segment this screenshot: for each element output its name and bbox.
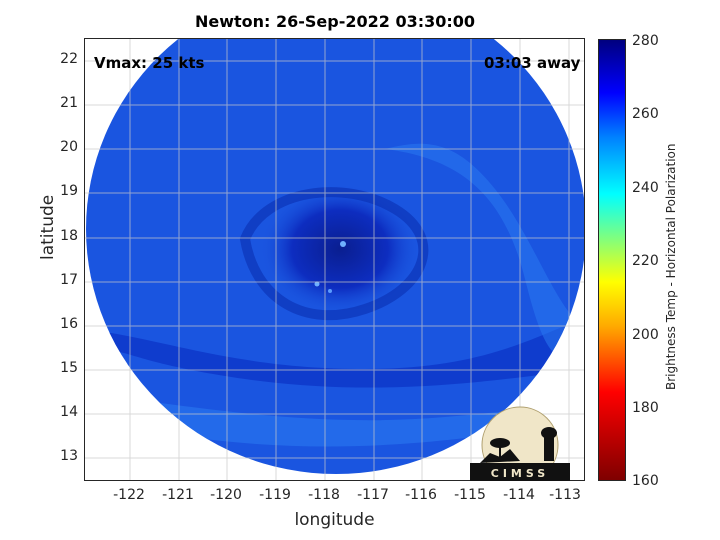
x-tick-label: -113 [549,487,581,503]
y-tick-label: 14 [60,404,78,420]
colorbar [598,39,626,481]
convection-spot [328,289,332,293]
light-band-south [86,389,584,447]
y-tick-label: 16 [60,316,78,332]
cimss-logo: CIMSS [470,405,570,484]
light-band-east [385,143,584,369]
colorbar-tick-label: 260 [632,106,659,122]
x-tick-label: -119 [259,487,291,503]
chart-title: Newton: 26-Sep-2022 03:30:00 [194,12,476,31]
x-tick-label: -115 [454,487,486,503]
y-tick-label: 15 [60,360,78,376]
x-tick-label: -116 [405,487,437,503]
x-tick-label: -120 [210,487,242,503]
y-tick-label: 13 [60,448,78,464]
colorbar-tick-label: 280 [632,33,659,49]
grid-lines [85,39,584,480]
time-away-label: 03:03 away [484,54,581,72]
x-tick-label: -122 [113,487,145,503]
colorbar-tick-label: 200 [632,327,659,343]
x-tick-label: -117 [357,487,389,503]
plot-area [84,38,585,481]
convection-spot [314,281,320,287]
y-tick-label: 17 [60,272,78,288]
vmax-label: Vmax: 25 kts [94,54,205,72]
x-tick-label: -118 [308,487,340,503]
colorbar-tick-label: 160 [632,473,659,489]
y-tick-label: 21 [60,95,78,111]
y-tick-label: 18 [60,228,78,244]
colorbar-tick-label: 220 [632,253,659,269]
colorbar-tick-label: 180 [632,400,659,416]
colorbar-label: Brightness Temp - Horizontal Polarizatio… [664,143,678,390]
convection-spot [340,241,346,247]
y-axis-label: latitude [38,194,58,260]
logo-text: CIMSS [491,467,549,480]
spiral-arm [239,187,429,321]
microwave-swath-map [85,39,584,480]
x-axis-label: longitude [294,510,375,530]
colorbar-tick-label: 240 [632,180,659,196]
x-tick-label: -121 [162,487,194,503]
x-tick-label: -114 [503,487,535,503]
y-tick-label: 22 [60,51,78,67]
y-tick-label: 19 [60,183,78,199]
y-tick-label: 20 [60,139,78,155]
